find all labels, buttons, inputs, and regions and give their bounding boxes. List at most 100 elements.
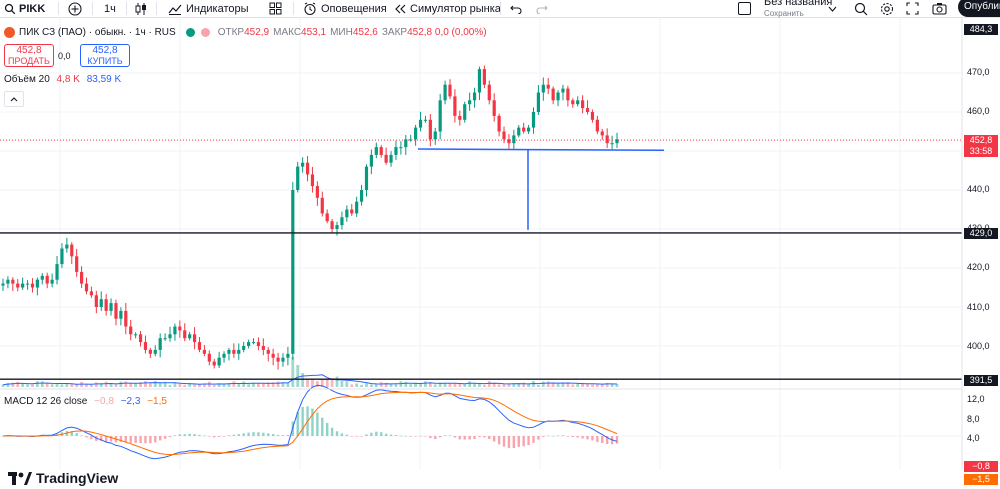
macd-histogram-bar <box>615 436 619 444</box>
sell-button[interactable]: 452,8 ПРОДАТЬ <box>4 44 54 67</box>
macd-histogram-bar <box>222 436 226 437</box>
level-tag: 391,5 <box>964 375 998 386</box>
macd-histogram-bar <box>247 432 250 436</box>
layout-status: Сохранить <box>764 9 804 18</box>
macd-histogram-bar <box>85 436 88 438</box>
price-axis-label: 470,0 <box>967 67 990 77</box>
high-price-tag: 484,3 <box>964 24 998 35</box>
candle-body <box>512 135 516 144</box>
volume-name: Объём 20 <box>4 74 50 85</box>
macd-histogram-bar <box>316 412 319 436</box>
volume-bar <box>193 384 196 387</box>
volume-bar <box>271 382 275 387</box>
compare-button[interactable] <box>68 0 82 17</box>
macd-histogram-bar <box>483 436 486 438</box>
symbol-title[interactable]: ПИК СЗ (ПАО) · обыкн. · 1ч · RUS <box>19 27 176 38</box>
volume-bar <box>591 384 594 387</box>
volume-bar <box>291 357 295 387</box>
volume-bar <box>153 381 157 387</box>
macd-histogram-bar <box>119 436 123 442</box>
volume-bar <box>576 383 580 387</box>
interval-button[interactable]: 1ч <box>104 0 116 17</box>
macd-histogram-bar <box>144 436 147 444</box>
tradingview-logo[interactable]: TradingView <box>8 470 118 486</box>
volume-bar <box>158 382 162 387</box>
macd-histogram-bar <box>497 436 501 445</box>
top-toolbar: PIKK 1ч Индикаторы Оповещения Симулятор … <box>0 0 1000 18</box>
macd-histogram-bar <box>468 436 471 440</box>
symbol-search[interactable]: PIKK <box>4 0 45 17</box>
indicators-button[interactable]: Индикаторы <box>168 0 249 17</box>
volume-bar <box>443 382 447 387</box>
candle-body <box>153 349 157 354</box>
fullscreen-button[interactable] <box>906 0 919 17</box>
macd-histogram-bar <box>453 436 457 438</box>
publish-button[interactable]: Опублик <box>958 0 1000 17</box>
volume-bar <box>109 383 113 387</box>
undo-button[interactable] <box>510 0 522 17</box>
chart-canvas[interactable] <box>0 18 1000 489</box>
volume-bar <box>134 383 138 387</box>
volume-legend[interactable]: Объём 20 4,8 K 83,59 K <box>4 74 121 85</box>
volume-bar <box>605 382 609 387</box>
macd-histogram-bar <box>193 434 196 436</box>
volume-bar <box>257 382 260 387</box>
redo-button[interactable] <box>536 0 548 17</box>
quick-search-button[interactable] <box>854 0 868 17</box>
symbol-label: PIKK <box>19 2 46 15</box>
settings-button[interactable] <box>880 0 894 17</box>
volume-bar <box>237 383 241 387</box>
volume-bar <box>551 382 555 387</box>
macd-signal-value: −1,5 <box>147 396 167 407</box>
macd-histogram-bar <box>438 436 442 438</box>
candle-body <box>571 100 575 105</box>
candle-body <box>541 84 545 93</box>
replay-button[interactable]: Симулятор рынка <box>394 0 501 17</box>
layout-checkbox[interactable] <box>738 0 751 17</box>
layout-menu-button[interactable] <box>828 0 837 17</box>
volume-bar <box>139 382 142 387</box>
templates-button[interactable] <box>269 0 282 17</box>
macd-histogram-bar <box>350 436 353 437</box>
macd-histogram-bar <box>90 436 93 440</box>
candle-body <box>45 275 49 284</box>
macd-histogram-bar <box>267 433 270 436</box>
volume-bar <box>242 381 246 387</box>
macd-histogram-bar <box>70 431 73 436</box>
volume-bar <box>365 383 368 387</box>
candle-body <box>556 92 560 101</box>
buy-button[interactable]: 452,8 КУПИТЬ <box>80 44 130 67</box>
candle-body <box>615 139 619 144</box>
candle-body <box>310 174 315 187</box>
macd-histogram-bar <box>527 436 530 446</box>
macd-histogram-bar <box>507 436 511 449</box>
candle-body <box>247 342 251 346</box>
candle-body <box>605 135 609 144</box>
candle-body <box>70 244 74 257</box>
volume-bar <box>75 384 79 387</box>
candle-body <box>531 112 536 128</box>
candle-body <box>109 303 113 311</box>
buy-price: 452,8 <box>92 45 118 56</box>
macd-histogram-bar <box>571 436 574 438</box>
volume-bar <box>65 383 69 387</box>
layout-name[interactable]: Без названия Сохранить <box>764 0 832 19</box>
alerts-button[interactable]: Оповещения <box>303 0 387 17</box>
volume-bar <box>144 381 147 387</box>
drawings[interactable] <box>0 139 962 380</box>
market-status-icon[interactable] <box>185 28 195 37</box>
volume-bar <box>94 382 98 387</box>
data-status-icon[interactable] <box>200 28 210 37</box>
chart-type-button[interactable] <box>134 0 148 17</box>
volume-bar <box>1 384 5 387</box>
macd-histogram-bar <box>1 436 5 437</box>
macd-histogram-bar <box>463 436 466 440</box>
candle-body <box>394 147 398 155</box>
macd-histogram-bar <box>104 436 108 443</box>
snapshot-button[interactable] <box>932 0 947 17</box>
macd-histogram-bar <box>242 433 245 436</box>
macd-legend[interactable]: MACD 12 26 close −0,8 −2,3 −1,5 <box>4 396 167 407</box>
volume-bar <box>85 384 88 387</box>
volume-bar <box>60 384 64 387</box>
collapse-legend-button[interactable] <box>4 91 24 107</box>
